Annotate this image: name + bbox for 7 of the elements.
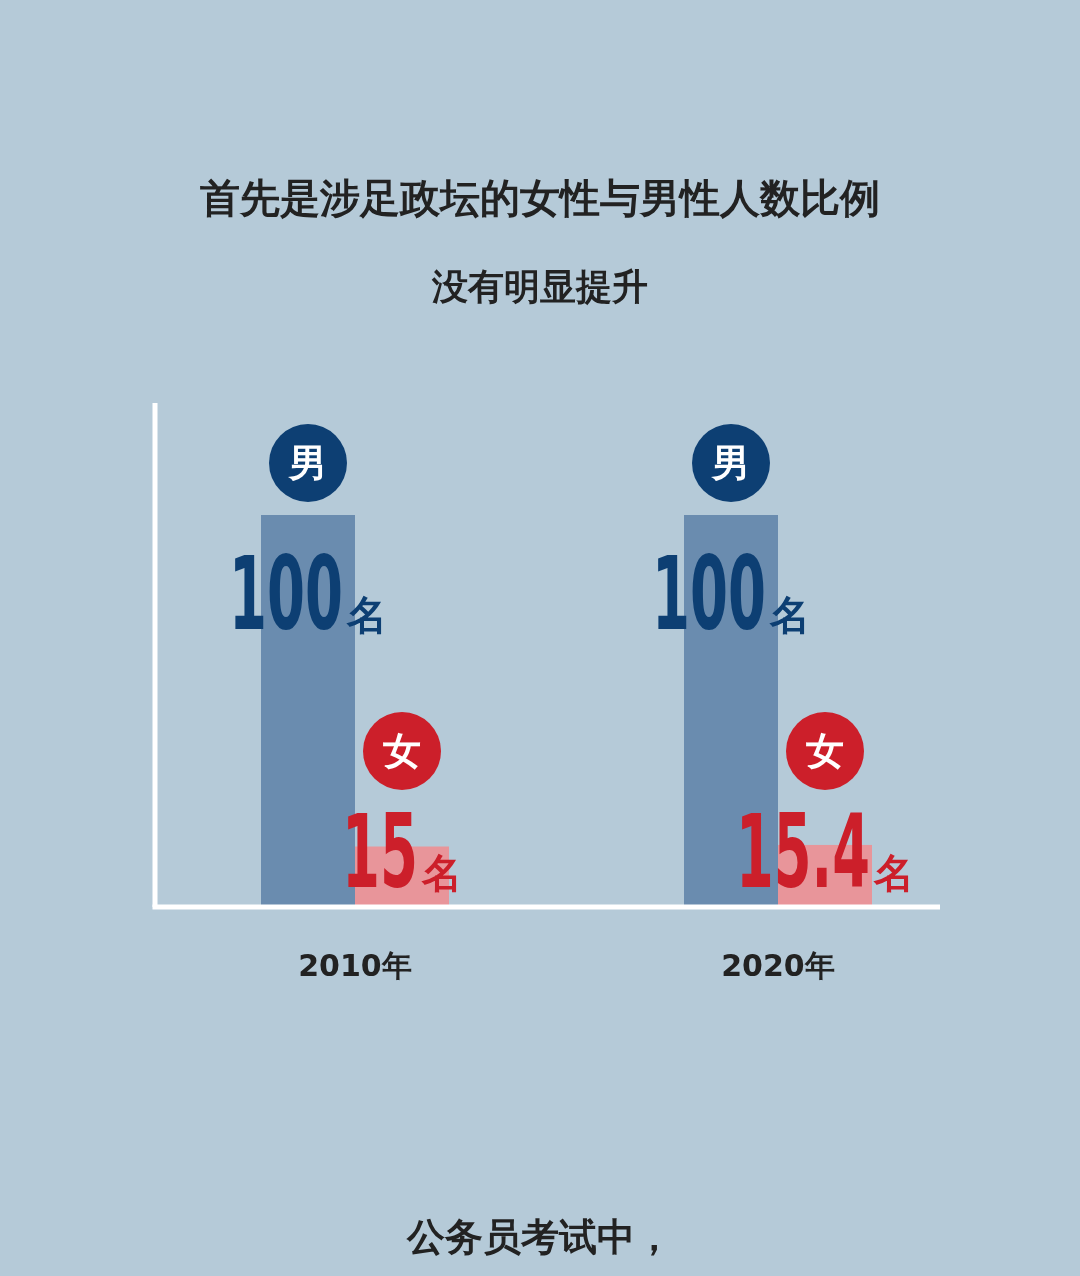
chart-title: 首先是涉足政坛的女性与男性人数比例: [200, 175, 880, 221]
x-tick-label: 2020年: [721, 948, 835, 983]
series-label: 女: [806, 729, 844, 773]
series-label: 男: [288, 441, 327, 485]
x-tick-label: 2010年: [298, 948, 412, 983]
chart-subtitle: 没有明显提升: [431, 266, 648, 307]
text: 公务员考试中，: [406, 1215, 673, 1259]
